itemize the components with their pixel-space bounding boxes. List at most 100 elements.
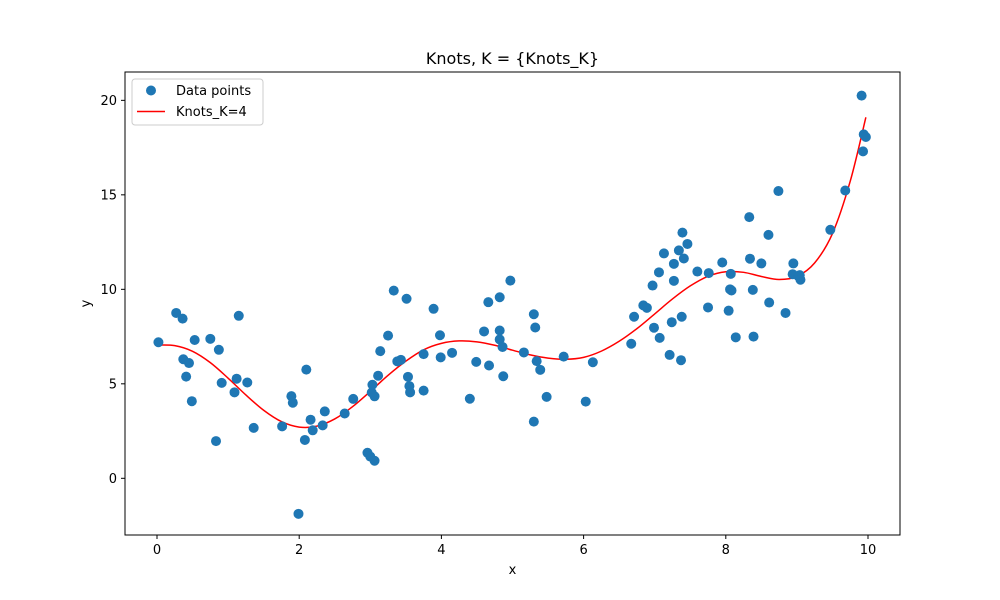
data-point (497, 341, 508, 352)
data-point (528, 309, 539, 320)
data-point (388, 285, 399, 296)
data-point (348, 393, 359, 404)
y-tick-label: 0 (109, 472, 117, 487)
data-point (518, 347, 529, 358)
data-point (677, 227, 688, 238)
data-point (717, 257, 728, 268)
data-point (676, 311, 687, 322)
data-point (171, 307, 182, 318)
data-point (248, 422, 259, 433)
data-point (375, 346, 386, 357)
y-tick-label: 20 (100, 94, 117, 109)
data-point (183, 358, 194, 369)
data-point (531, 356, 542, 367)
data-point (299, 434, 310, 445)
data-point (756, 258, 767, 269)
data-point (418, 385, 429, 396)
data-point (401, 293, 412, 304)
data-point (678, 253, 689, 264)
y-axis-label: y (79, 299, 94, 307)
data-point (773, 186, 784, 197)
data-point (307, 425, 318, 436)
data-point (494, 325, 505, 336)
data-point (726, 285, 737, 296)
data-point (860, 132, 871, 143)
data-point (216, 377, 227, 388)
data-point (428, 303, 439, 314)
data-point (744, 212, 755, 223)
x-tick-label: 0 (153, 543, 161, 558)
data-point (305, 414, 316, 425)
data-point (395, 354, 406, 365)
chart-title: Knots, K = {Knots_K} (426, 49, 599, 69)
data-point (641, 302, 652, 313)
data-point (464, 393, 475, 404)
data-point (447, 347, 458, 358)
data-point (764, 297, 775, 308)
data-point (648, 322, 659, 333)
x-tick-label: 6 (579, 543, 587, 558)
data-point (840, 185, 851, 196)
data-point (483, 297, 494, 308)
data-point (479, 326, 490, 337)
data-point (213, 344, 224, 355)
data-point (587, 357, 598, 368)
data-point (703, 268, 714, 279)
data-point (405, 387, 416, 398)
data-point (580, 396, 591, 407)
data-point (301, 364, 312, 375)
data-point (494, 292, 505, 303)
data-point (205, 333, 216, 344)
data-point (653, 267, 664, 278)
data-point (189, 334, 200, 345)
data-point (231, 373, 242, 384)
data-point (229, 387, 240, 398)
data-point (233, 310, 244, 321)
data-point (788, 258, 799, 269)
data-point (287, 397, 298, 408)
data-point (367, 379, 378, 390)
data-point (293, 508, 304, 519)
data-point (676, 355, 687, 366)
data-point (277, 421, 288, 432)
legend-marker-data-points (146, 85, 156, 96)
x-tick-label: 8 (722, 543, 730, 558)
data-point (744, 253, 755, 264)
data-point (435, 352, 446, 363)
data-point (402, 371, 413, 382)
data-point (369, 391, 380, 402)
data-point (763, 229, 774, 240)
data-point (369, 455, 380, 466)
y-tick-label: 10 (100, 283, 117, 298)
data-point (780, 307, 791, 318)
data-point (471, 356, 482, 367)
data-point (418, 349, 429, 360)
data-point (664, 349, 675, 360)
data-point (177, 313, 188, 324)
x-tick-label: 10 (860, 543, 877, 558)
data-point (494, 334, 505, 345)
plot-area: 0 2 4 6 8 10 0 5 10 15 20 (100, 71, 901, 558)
y-tick-label: 5 (109, 377, 117, 392)
data-point (530, 322, 541, 333)
x-axis-label: x (509, 563, 517, 578)
data-point (795, 274, 806, 285)
data-point (629, 311, 640, 322)
data-point (242, 377, 253, 388)
data-point (626, 338, 637, 349)
data-point (723, 305, 734, 316)
data-point (692, 266, 703, 277)
data-point (748, 331, 759, 342)
fit-line-layer (156, 117, 867, 429)
data-point (541, 391, 552, 402)
data-point (673, 245, 684, 256)
data-point (730, 332, 741, 343)
data-point (666, 317, 677, 328)
data-point (186, 396, 197, 407)
data-point (668, 275, 679, 286)
data-point (668, 258, 679, 269)
legend: Data points Knots_K=4 (131, 78, 264, 126)
x-tick-label: 4 (437, 543, 445, 558)
data-point (647, 280, 658, 291)
